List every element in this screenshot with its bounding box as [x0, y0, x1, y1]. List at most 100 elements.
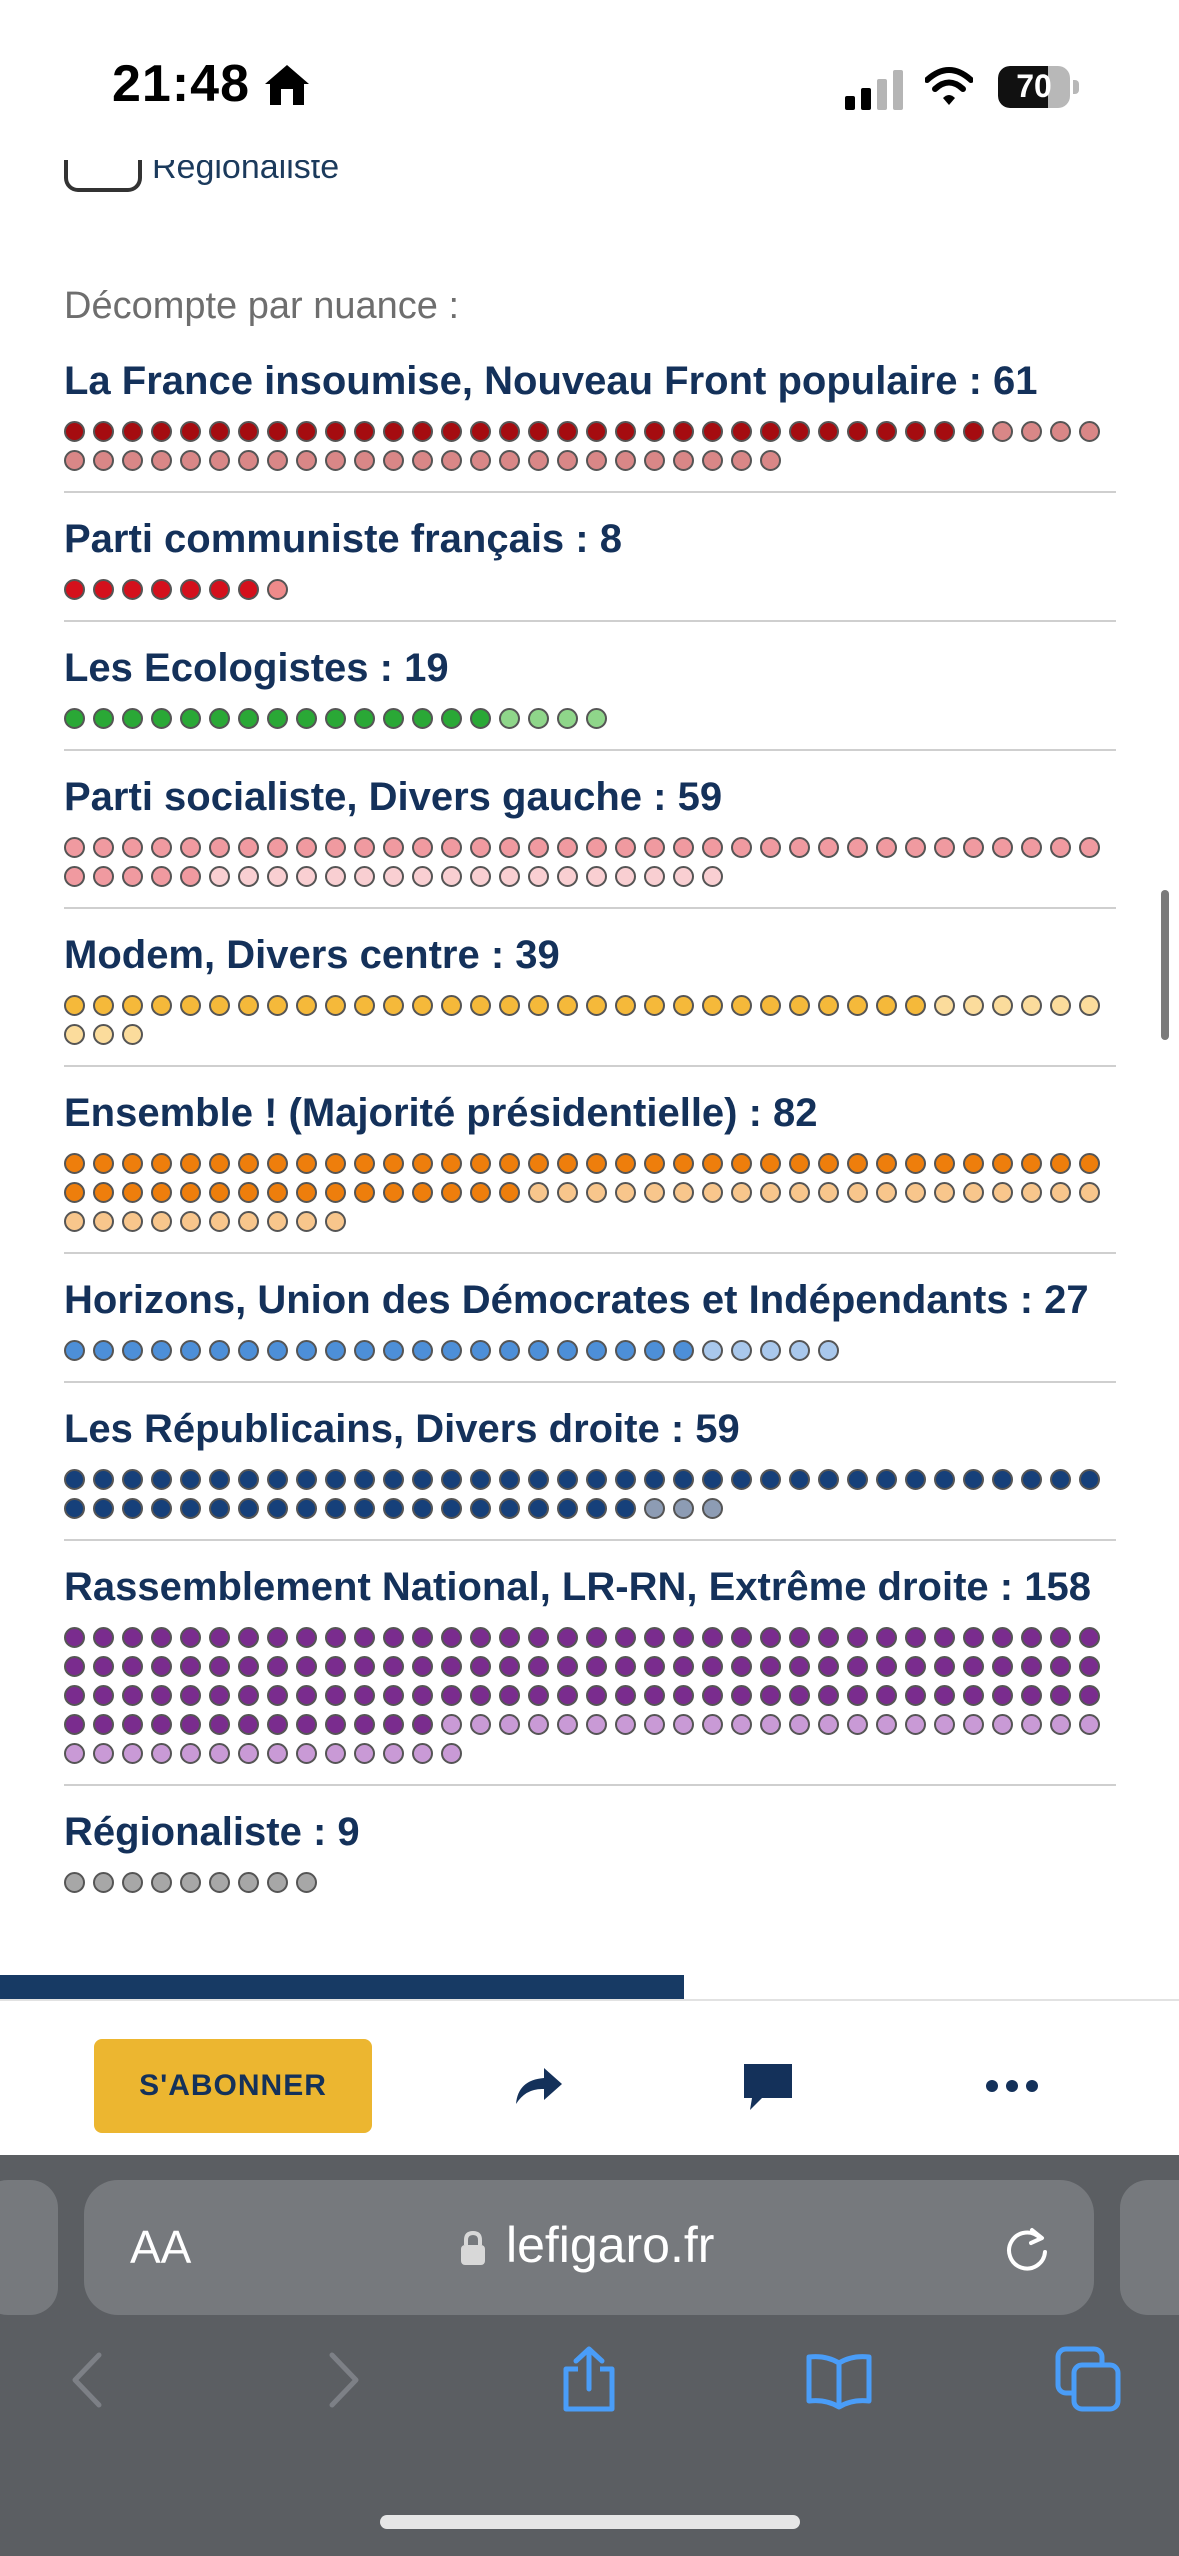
seat-dot: [847, 1182, 868, 1203]
seat-dot: [122, 708, 143, 729]
seat-dot: [296, 866, 317, 887]
seat-dot: [760, 995, 781, 1016]
article-toolbar: S'ABONNER: [0, 1999, 1179, 2157]
seat-dot: [818, 421, 839, 442]
seat-dot: [412, 1685, 433, 1706]
seat-dot: [992, 1656, 1013, 1677]
seat-dot: [586, 1714, 607, 1735]
seat-dot: [180, 708, 201, 729]
seat-dot: [789, 837, 810, 858]
seat-dot: [731, 1685, 752, 1706]
seat-dot: [238, 708, 259, 729]
seat-dot: [325, 1498, 346, 1519]
seat-dot: [528, 1656, 549, 1677]
seat-dot: [64, 579, 85, 600]
seat-dot: [1050, 1656, 1071, 1677]
seat-dot: [499, 1153, 520, 1174]
seat-dot: [644, 421, 665, 442]
seat-dot: [296, 421, 317, 442]
seat-dot: [122, 1211, 143, 1232]
seat-dot: [64, 1182, 85, 1203]
seat-dot: [1021, 1714, 1042, 1735]
seat-dot: [267, 1153, 288, 1174]
seat-dot: [93, 579, 114, 600]
seat-dot: [64, 1743, 85, 1764]
seat-dot: [934, 1627, 955, 1648]
seat-dot: [93, 1469, 114, 1490]
seat-dot: [122, 1627, 143, 1648]
seat-dot: [760, 1714, 781, 1735]
seat-dot: [499, 1685, 520, 1706]
reload-icon[interactable]: [1002, 2224, 1052, 2274]
seat-dot: [93, 708, 114, 729]
seat-dot: [209, 1211, 230, 1232]
seat-dot: [557, 837, 578, 858]
seat-dot: [876, 421, 897, 442]
seat-dot: [267, 1872, 288, 1893]
seat-dot: [644, 1685, 665, 1706]
seat-dot: [209, 1469, 230, 1490]
seat-dot: [876, 1182, 897, 1203]
comment-icon[interactable]: [738, 2056, 798, 2116]
seat-dot: [122, 995, 143, 1016]
seat-dot: [93, 1024, 114, 1045]
seat-dot: [557, 421, 578, 442]
seat-dot: [847, 421, 868, 442]
seat-dot: [702, 1469, 723, 1490]
seat-dot: [64, 1024, 85, 1045]
seat-dot: [615, 1182, 636, 1203]
seat-dot: [528, 995, 549, 1016]
address-bar[interactable]: AA lefigaro.fr: [84, 2180, 1094, 2315]
seat-dot: [731, 837, 752, 858]
seat-dot: [64, 450, 85, 471]
status-time: 21:48: [112, 55, 250, 113]
forward-icon[interactable]: [306, 2345, 376, 2415]
bookmarks-icon[interactable]: [804, 2345, 874, 2415]
seat-dot: [673, 450, 694, 471]
seat-dot: [905, 837, 926, 858]
battery-icon: 70: [998, 66, 1079, 108]
seat-dot: [296, 1498, 317, 1519]
back-icon[interactable]: [55, 2345, 125, 2415]
seat-dot: [93, 1685, 114, 1706]
next-tab-preview[interactable]: [1120, 2180, 1179, 2315]
more-icon[interactable]: [982, 2056, 1042, 2116]
seat-dot: [702, 1656, 723, 1677]
seat-dot: [586, 1340, 607, 1361]
share-icon[interactable]: [554, 2345, 624, 2415]
seat-dot: [180, 995, 201, 1016]
share-arrow-icon[interactable]: [508, 2056, 568, 2116]
seat-dot: [325, 1211, 346, 1232]
seat-dot: [876, 1714, 897, 1735]
seat-dot: [296, 1743, 317, 1764]
tabs-icon[interactable]: [1054, 2345, 1124, 2415]
seat-dot: [1021, 1153, 1042, 1174]
seat-dot: [1079, 1685, 1100, 1706]
seat-dot: [383, 1498, 404, 1519]
seat-dot: [93, 995, 114, 1016]
scroll-indicator[interactable]: [1161, 890, 1169, 1040]
seat-dot: [963, 1656, 984, 1677]
url-text[interactable]: lefigaro.fr: [506, 2217, 715, 2273]
seat-dot: [528, 450, 549, 471]
wifi-icon: [925, 67, 973, 105]
nuance-group-label: Régionaliste : 9: [64, 1810, 360, 1854]
seat-dot: [644, 1153, 665, 1174]
seat-dot: [151, 1469, 172, 1490]
seat-dot: [1079, 1627, 1100, 1648]
seat-dot: [209, 1627, 230, 1648]
seat-dot: [528, 1153, 549, 1174]
seat-dot: [673, 1469, 694, 1490]
seat-dot: [325, 1627, 346, 1648]
seat-dot: [93, 837, 114, 858]
text-size-button[interactable]: AA: [130, 2221, 192, 2273]
previous-tab-preview[interactable]: [0, 2180, 58, 2315]
seat-dot: [1050, 1627, 1071, 1648]
seat-dot: [296, 1714, 317, 1735]
seat-dot: [267, 579, 288, 600]
seat-dot: [441, 1714, 462, 1735]
seat-dot: [238, 421, 259, 442]
seat-dot: [702, 837, 723, 858]
subscribe-button[interactable]: S'ABONNER: [94, 2039, 372, 2133]
section-title: Décompte par nuance :: [64, 285, 460, 327]
